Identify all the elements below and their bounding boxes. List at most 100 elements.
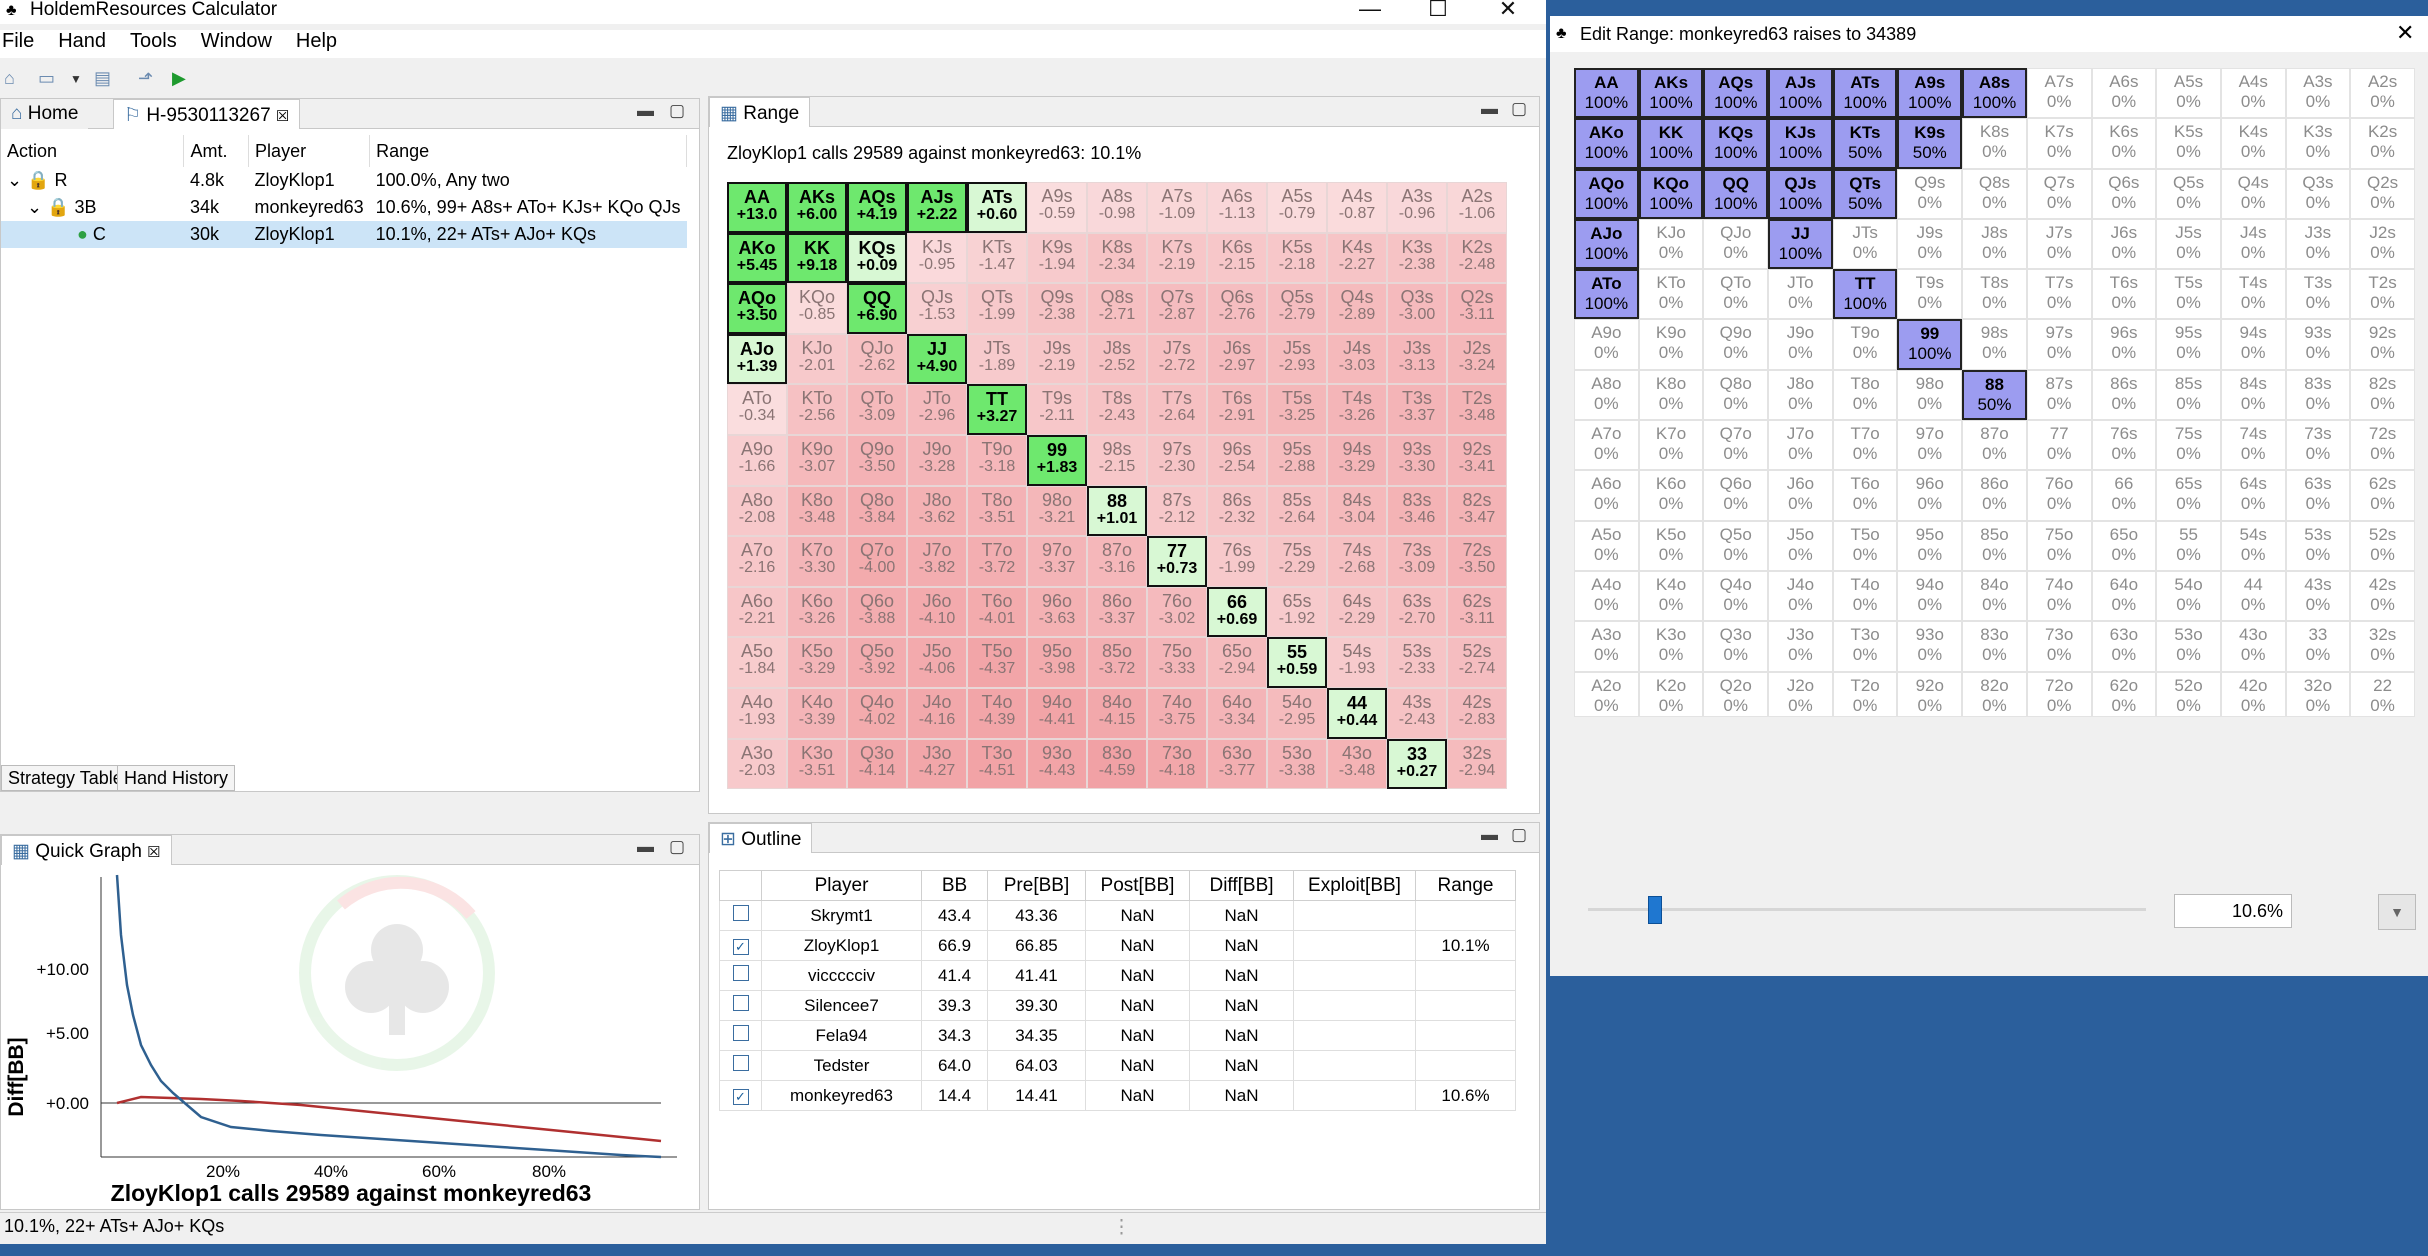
range-cell[interactable]: QJs -1.53 bbox=[907, 283, 967, 334]
edit-range-cell[interactable]: 76s 0% bbox=[2091, 420, 2157, 471]
range-cell[interactable]: 75o -3.33 bbox=[1147, 637, 1207, 688]
range-cell[interactable]: K6o -3.26 bbox=[787, 586, 847, 638]
edit-range-cell[interactable]: T7o 0% bbox=[1832, 420, 1898, 471]
edit-range-cell[interactable]: Q7o 0% bbox=[1703, 420, 1769, 471]
edit-range-cell[interactable]: T9s 0% bbox=[1897, 269, 1963, 320]
range-cell[interactable]: A2s -1.06 bbox=[1447, 182, 1507, 233]
edit-range-cell[interactable]: A2s 0% bbox=[2350, 68, 2415, 119]
range-cell[interactable]: Q2s -3.11 bbox=[1447, 283, 1507, 334]
range-cell[interactable]: 92s -3.41 bbox=[1447, 434, 1507, 486]
range-cell[interactable]: K8o -3.48 bbox=[787, 485, 847, 537]
range-cell[interactable]: J9s -2.19 bbox=[1027, 333, 1087, 385]
edit-range-cell[interactable]: T6o 0% bbox=[1832, 470, 1898, 521]
edit-range-cell[interactable]: A9o 0% bbox=[1574, 319, 1639, 370]
edit-range-cell[interactable]: ATs 100% bbox=[1832, 68, 1898, 119]
range-cell[interactable]: 99 +1.83 bbox=[1027, 434, 1087, 486]
range-cell[interactable]: 74o -3.75 bbox=[1147, 687, 1207, 739]
edit-range-cell[interactable]: K9o 0% bbox=[1638, 319, 1704, 370]
edit-range-cell[interactable]: 95s 0% bbox=[2156, 319, 2221, 370]
edit-range-cell[interactable]: A5s 0% bbox=[2156, 68, 2221, 119]
range-cell[interactable]: KTs -1.47 bbox=[967, 232, 1027, 284]
range-cell[interactable]: J9o -3.28 bbox=[907, 434, 967, 486]
checkbox-icon[interactable] bbox=[732, 905, 749, 921]
range-cell[interactable]: Q4s -2.89 bbox=[1327, 283, 1387, 334]
range-cell[interactable]: 62s -3.11 bbox=[1447, 586, 1507, 638]
export-icon[interactable]: ⬏ bbox=[138, 68, 154, 88]
checked-checkbox-icon[interactable]: ✓ bbox=[732, 1088, 749, 1105]
close-button[interactable]: ✕ bbox=[1498, 0, 1518, 21]
range-cell[interactable]: 52s -2.74 bbox=[1447, 637, 1507, 688]
edit-range-cell[interactable]: 43o 0% bbox=[2220, 621, 2286, 672]
range-cell[interactable]: J5o -4.06 bbox=[907, 637, 967, 688]
edit-range-cell[interactable]: 53o 0% bbox=[2156, 621, 2221, 672]
edit-range-cell[interactable]: 42o 0% bbox=[2220, 671, 2286, 717]
range-cell[interactable]: Q3o -4.14 bbox=[847, 738, 907, 790]
col-exploit[interactable]: Exploit[BB] bbox=[1293, 870, 1416, 901]
edit-range-cell[interactable]: 87o 0% bbox=[1962, 420, 2027, 471]
edit-range-cell[interactable]: 85s 0% bbox=[2156, 369, 2221, 421]
range-slider-track[interactable] bbox=[1588, 908, 2146, 911]
edit-range-cell[interactable]: K3o 0% bbox=[1638, 621, 1704, 672]
new-hand-icon[interactable]: ▭ bbox=[38, 68, 56, 88]
edit-range-cell[interactable]: 43s 0% bbox=[2285, 570, 2351, 622]
tab-outline[interactable]: ⊞ Outline bbox=[709, 823, 813, 853]
range-cell[interactable]: Q6o -3.88 bbox=[847, 586, 907, 638]
edit-range-cell[interactable]: 75s 0% bbox=[2156, 420, 2221, 471]
edit-range-cell[interactable]: T7s 0% bbox=[2026, 269, 2092, 320]
edit-range-cell[interactable]: 84o 0% bbox=[1962, 570, 2027, 622]
range-cell[interactable]: 93o -4.43 bbox=[1027, 738, 1087, 790]
range-cell[interactable]: 73o -4.18 bbox=[1147, 738, 1207, 790]
range-cell[interactable]: 83s -3.46 bbox=[1387, 485, 1447, 537]
edit-range-cell[interactable]: AJo 100% bbox=[1574, 218, 1639, 270]
checkbox-icon[interactable] bbox=[732, 965, 749, 981]
menu-window[interactable]: Window bbox=[200, 30, 272, 52]
edit-range-cell[interactable]: QJs 100% bbox=[1768, 168, 1833, 219]
range-cell[interactable]: T6s -2.91 bbox=[1207, 384, 1267, 435]
range-cell[interactable]: 83o -4.59 bbox=[1087, 738, 1147, 790]
edit-range-cell[interactable]: J2o 0% bbox=[1768, 671, 1833, 717]
edit-range-cell[interactable]: 92o 0% bbox=[1897, 671, 1963, 717]
edit-range-cell[interactable]: 52o 0% bbox=[2156, 671, 2221, 717]
edit-range-cell[interactable]: 98s 0% bbox=[1962, 319, 2027, 370]
edit-range-cell[interactable]: 86s 0% bbox=[2091, 369, 2157, 421]
col-bb[interactable]: BB bbox=[921, 870, 988, 901]
edit-range-cell[interactable]: Q8o 0% bbox=[1703, 369, 1769, 421]
edit-range-cell[interactable]: A8o 0% bbox=[1574, 369, 1639, 421]
maximize-panel-icon[interactable]: ▢ bbox=[669, 101, 686, 120]
edit-range-cell[interactable]: 94o 0% bbox=[1897, 570, 1963, 622]
col-range[interactable]: Range bbox=[1415, 870, 1516, 901]
range-cell[interactable]: 97s -2.30 bbox=[1147, 434, 1207, 486]
edit-range-cell[interactable]: 82s 0% bbox=[2350, 369, 2415, 421]
edit-range-cell[interactable]: A3s 0% bbox=[2285, 68, 2351, 119]
range-cell[interactable]: K4s -2.27 bbox=[1327, 232, 1387, 284]
edit-range-cell[interactable]: JJ 100% bbox=[1768, 218, 1833, 270]
edit-range-cell[interactable]: 73s 0% bbox=[2285, 420, 2351, 471]
col-amt[interactable]: Amt. bbox=[183, 135, 250, 167]
edit-range-cell[interactable]: 65o 0% bbox=[2091, 520, 2157, 571]
expand-icon[interactable]: ⌄ bbox=[27, 197, 43, 217]
edit-range-cell[interactable]: 63o 0% bbox=[2091, 621, 2157, 672]
edit-range-cell[interactable]: 62s 0% bbox=[2350, 470, 2415, 521]
edit-range-cell[interactable]: K8s 0% bbox=[1962, 118, 2027, 169]
edit-range-cell[interactable]: 65s 0% bbox=[2156, 470, 2221, 521]
edit-range-cell[interactable]: AJs 100% bbox=[1768, 68, 1833, 119]
range-cell[interactable]: T7s -2.64 bbox=[1147, 384, 1207, 435]
edit-range-cell[interactable]: J6s 0% bbox=[2091, 218, 2157, 270]
edit-range-cell[interactable]: 85o 0% bbox=[1962, 520, 2027, 571]
edit-range-cell[interactable]: T3o 0% bbox=[1832, 621, 1898, 672]
range-cell[interactable]: J3s -3.13 bbox=[1387, 333, 1447, 385]
edit-range-cell[interactable]: J4s 0% bbox=[2220, 218, 2286, 270]
range-cell[interactable]: 73s -3.09 bbox=[1387, 536, 1447, 587]
edit-range-cell[interactable]: JTo 0% bbox=[1768, 269, 1833, 320]
menu-tools[interactable]: Tools bbox=[130, 30, 177, 52]
range-cell[interactable]: Q4o -4.02 bbox=[847, 687, 907, 739]
range-cell[interactable]: J6o -4.10 bbox=[907, 586, 967, 638]
range-cell[interactable]: QTs -1.99 bbox=[967, 283, 1027, 334]
range-cell[interactable]: A9o -1.66 bbox=[727, 434, 787, 486]
range-cell[interactable]: Q5s -2.79 bbox=[1267, 283, 1327, 334]
range-cell[interactable]: JTo -2.96 bbox=[907, 384, 967, 435]
menu-help[interactable]: Help bbox=[295, 30, 338, 52]
range-cell[interactable]: J6s -2.97 bbox=[1207, 333, 1267, 385]
edit-range-cell[interactable]: K6s 0% bbox=[2091, 118, 2157, 169]
range-cell[interactable]: AKs +6.00 bbox=[787, 182, 847, 233]
